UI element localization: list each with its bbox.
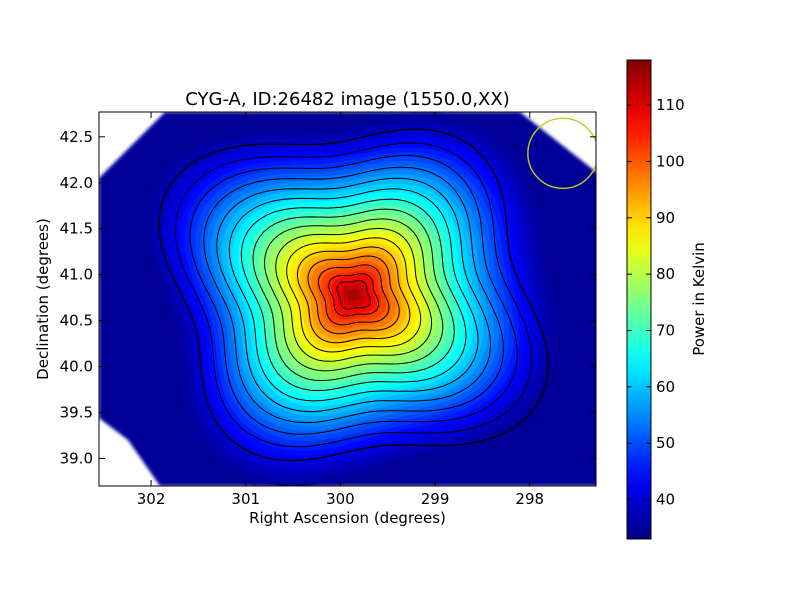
contour-line xyxy=(228,188,479,402)
y-axis-label: Declination (degrees) xyxy=(34,218,52,380)
x-tick-label: 298 xyxy=(515,490,544,508)
contour-line xyxy=(252,208,455,382)
colorbar: 40 50 60 70 80 90 100 110 Power in Kelvin xyxy=(626,59,708,540)
contour-line xyxy=(158,128,549,462)
beam-circle xyxy=(527,117,596,190)
contour-line xyxy=(263,218,444,372)
chart-title: CYG-A, ID:26482 image (1550.0,XX) xyxy=(185,89,509,110)
x-tick-label: 301 xyxy=(231,490,260,508)
colorbar-tick-label: 50 xyxy=(656,434,675,452)
colorbar-fill xyxy=(627,60,651,539)
contour-line xyxy=(189,154,518,435)
y-tick-label: 40.0 xyxy=(60,358,93,376)
y-tick-label: 41.5 xyxy=(60,220,93,238)
x-tick-label: 302 xyxy=(137,490,166,508)
colorbar-frame xyxy=(626,59,652,540)
colorbar-tick-label: 40 xyxy=(656,491,675,509)
y-axis: 39.0 39.5 40.0 40.5 41.0 41.5 42.0 42.5 xyxy=(60,128,596,467)
contour-line xyxy=(203,166,505,424)
contour-line xyxy=(240,198,467,392)
colorbar-ticks: 40 50 60 70 80 90 100 110 xyxy=(627,96,685,509)
plot-area xyxy=(99,112,596,486)
colorbar-tick-label: 80 xyxy=(656,265,675,283)
x-axis: 302 301 300 299 298 xyxy=(137,112,544,508)
y-tick-label: 39.5 xyxy=(60,403,93,421)
contour-lines xyxy=(158,128,549,462)
x-tick-label: 300 xyxy=(326,490,355,508)
contour-line xyxy=(307,255,400,335)
contour-line xyxy=(174,142,533,448)
colorbar-tick-label: 100 xyxy=(656,152,685,170)
y-tick-label: 40.5 xyxy=(60,312,93,330)
contour-line xyxy=(286,237,422,353)
heat-band xyxy=(347,289,360,301)
colorbar-tick-label: 90 xyxy=(656,209,675,227)
contour-line xyxy=(275,227,433,362)
colorbar-tick-label: 70 xyxy=(656,321,675,339)
y-tick-label: 42.5 xyxy=(60,128,93,146)
contour-line xyxy=(317,264,390,326)
x-tick-label: 299 xyxy=(421,490,450,508)
colorbar-label: Power in Kelvin xyxy=(690,242,708,356)
y-tick-label: 39.0 xyxy=(60,449,93,467)
plot-frame xyxy=(98,111,597,487)
colorbar-tick-label: 60 xyxy=(656,378,675,396)
contour-line xyxy=(216,177,492,413)
heatmap-image xyxy=(99,112,596,486)
contour-line xyxy=(328,273,380,317)
colorbar-tick-label: 110 xyxy=(656,96,685,114)
y-tick-label: 42.0 xyxy=(60,174,93,192)
contour-line xyxy=(296,246,411,344)
contour-line xyxy=(336,280,371,310)
y-tick-label: 41.0 xyxy=(60,266,93,284)
x-axis-label: Right Ascension (degrees) xyxy=(249,509,446,527)
